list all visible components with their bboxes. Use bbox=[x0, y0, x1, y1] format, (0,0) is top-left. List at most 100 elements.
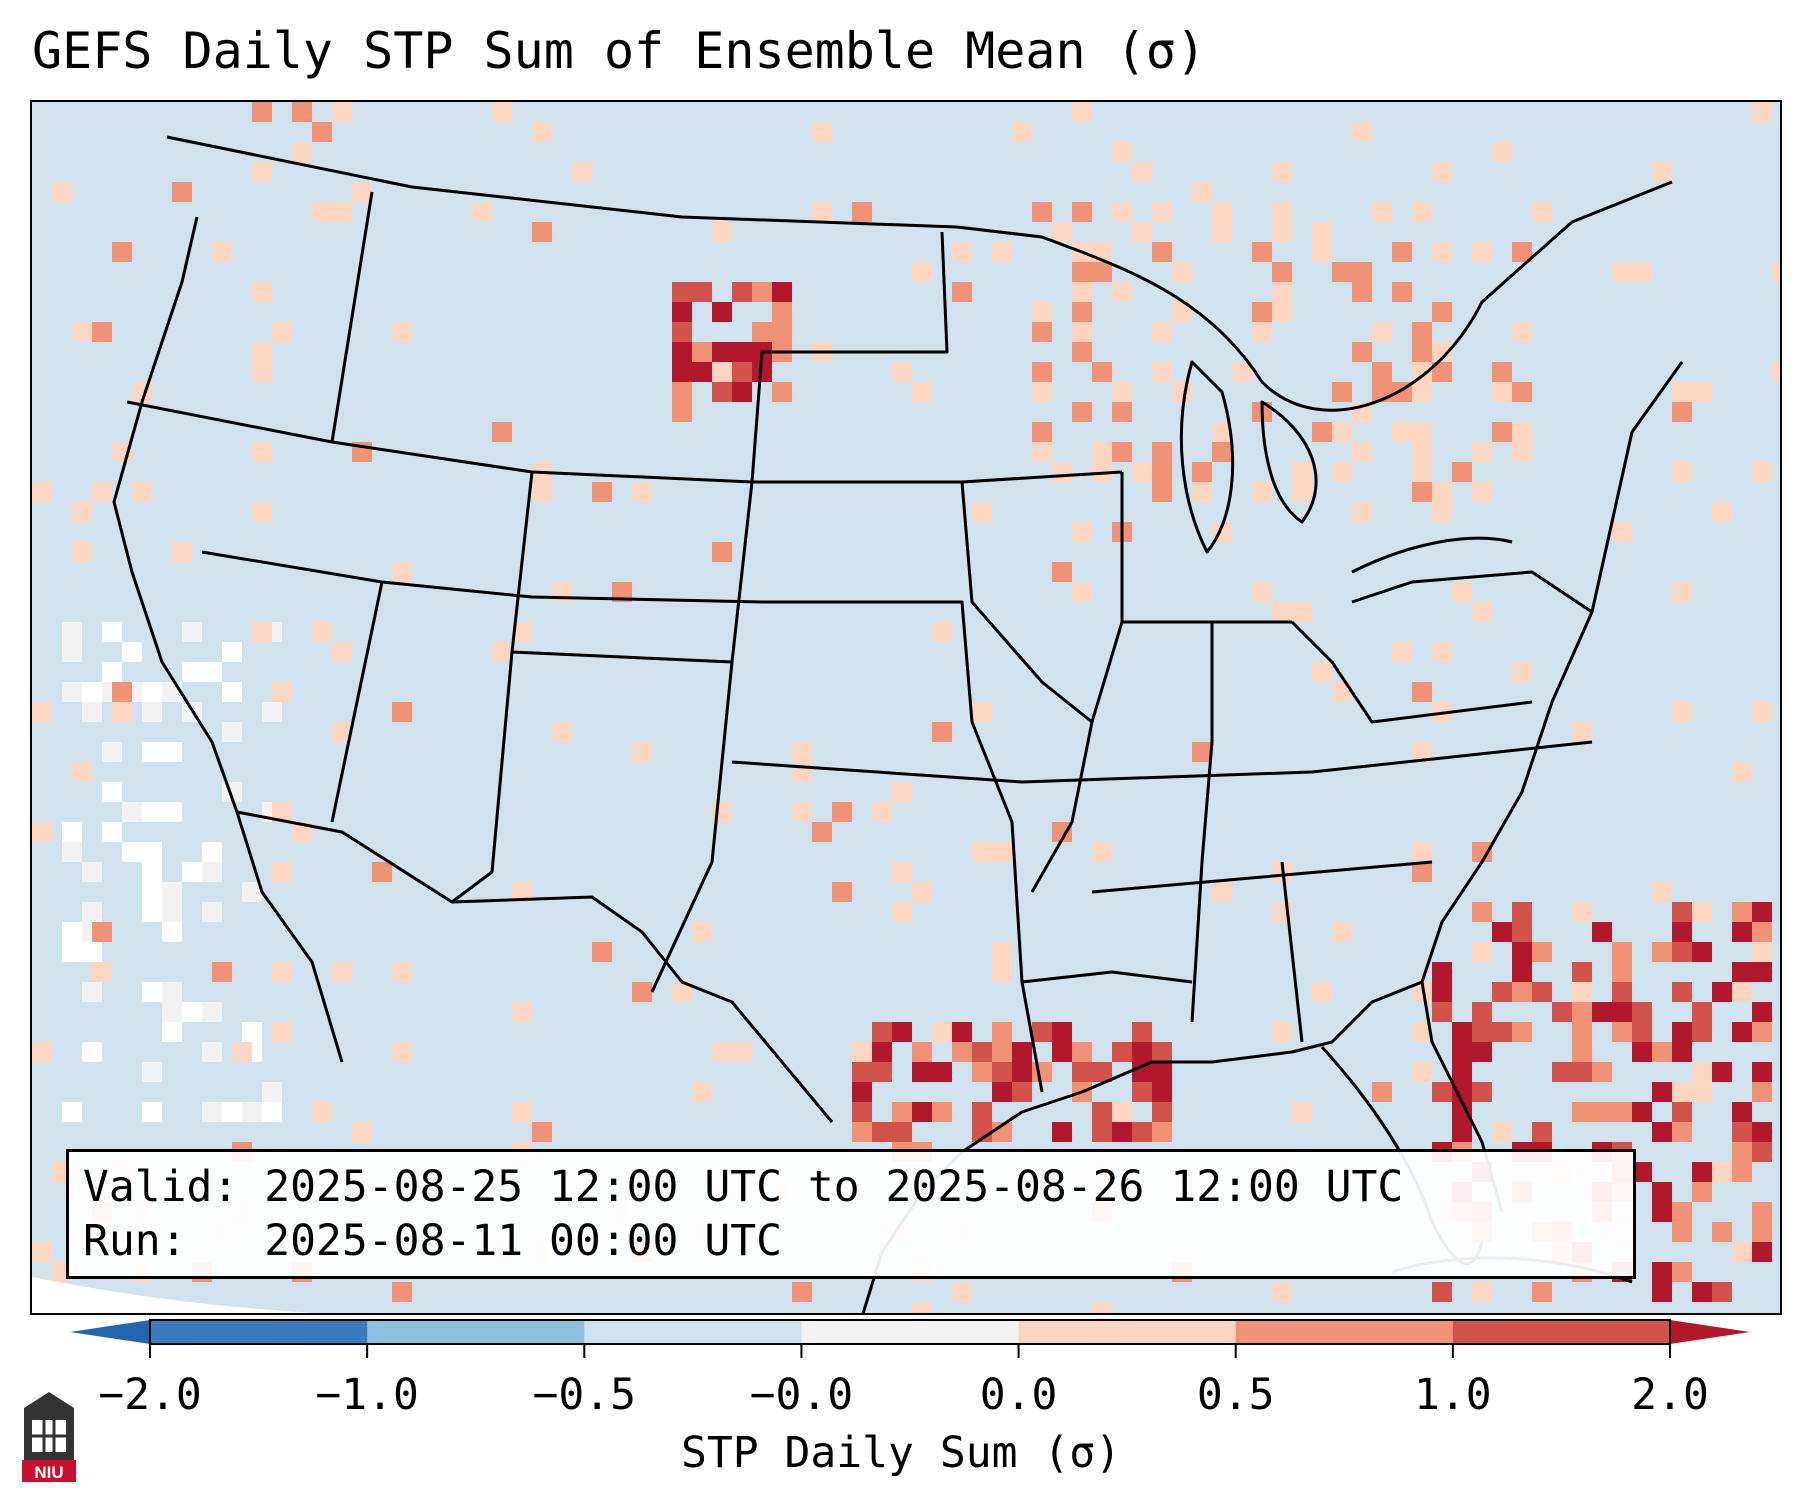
stp-cell bbox=[1612, 982, 1632, 1002]
stp-cell bbox=[1152, 1062, 1172, 1082]
stp-cell bbox=[62, 622, 82, 642]
stp-cell bbox=[852, 1102, 872, 1122]
stp-cell bbox=[692, 362, 712, 382]
stp-cell bbox=[1412, 1022, 1432, 1042]
stp-cell bbox=[1412, 1062, 1432, 1082]
colorbar-segment bbox=[367, 1320, 585, 1344]
stp-cell bbox=[92, 322, 112, 342]
stp-cell bbox=[732, 342, 752, 362]
stp-cell bbox=[1112, 1042, 1132, 1062]
stp-cell bbox=[1772, 262, 1780, 282]
stp-cell bbox=[1672, 902, 1692, 922]
stp-cell bbox=[972, 1102, 992, 1122]
stp-cell bbox=[1572, 1062, 1592, 1082]
stp-cell bbox=[392, 1282, 412, 1302]
stp-cell bbox=[1512, 902, 1532, 922]
stp-cell bbox=[1512, 922, 1532, 942]
stp-cell bbox=[1112, 282, 1132, 302]
stp-cell bbox=[912, 1302, 932, 1313]
stp-cell bbox=[852, 202, 872, 222]
stp-cell bbox=[82, 982, 102, 1002]
stp-cell bbox=[102, 782, 122, 802]
stp-cell bbox=[1652, 1122, 1672, 1142]
stp-cell bbox=[1432, 482, 1452, 502]
stp-cell bbox=[1472, 1042, 1492, 1062]
stp-cell bbox=[712, 302, 732, 322]
stp-cell bbox=[1752, 1022, 1772, 1042]
stp-cell bbox=[1412, 202, 1432, 222]
stp-cell bbox=[1312, 422, 1332, 442]
stp-cell bbox=[1692, 382, 1712, 402]
stp-cell bbox=[732, 282, 752, 302]
stp-cell bbox=[1352, 282, 1372, 302]
stp-cell bbox=[1432, 342, 1452, 362]
stp-cell bbox=[1512, 382, 1532, 402]
stp-cell bbox=[1692, 902, 1712, 922]
stp-cell bbox=[1492, 362, 1512, 382]
stp-cell bbox=[332, 722, 352, 742]
stp-cell bbox=[1192, 742, 1212, 762]
stp-cell bbox=[1712, 1282, 1732, 1302]
stp-cell bbox=[1032, 362, 1052, 382]
stp-cell bbox=[112, 682, 132, 702]
stp-cell bbox=[222, 1102, 242, 1122]
stp-cell bbox=[1452, 1042, 1472, 1062]
stp-cell bbox=[572, 162, 592, 182]
stp-cell bbox=[852, 1062, 872, 1082]
stp-cell bbox=[112, 702, 132, 722]
stp-cell bbox=[262, 702, 282, 722]
stp-cell bbox=[892, 362, 912, 382]
stp-cell bbox=[592, 942, 612, 962]
stp-cell bbox=[1452, 1102, 1472, 1122]
stp-cell bbox=[272, 682, 292, 702]
stp-cell bbox=[1612, 522, 1632, 542]
stp-cell bbox=[892, 1022, 912, 1042]
stp-cell bbox=[1432, 962, 1452, 982]
stp-cell bbox=[892, 1122, 912, 1142]
stp-cell bbox=[1172, 262, 1192, 282]
stp-cell bbox=[1072, 402, 1092, 422]
stp-cell bbox=[1472, 442, 1492, 462]
stp-cell bbox=[1672, 1262, 1692, 1282]
stp-cell bbox=[1272, 282, 1292, 302]
stp-cell bbox=[1492, 982, 1512, 1002]
stp-cell bbox=[1312, 242, 1332, 262]
stp-cell bbox=[1252, 322, 1272, 342]
stp-cell bbox=[1592, 1102, 1612, 1122]
run-time: 2025-08-11 00:00 UTC bbox=[264, 1216, 782, 1266]
stp-cell bbox=[1472, 1282, 1492, 1302]
stp-cell bbox=[1672, 1102, 1692, 1122]
stp-cell bbox=[1052, 822, 1072, 842]
stp-cell bbox=[1752, 942, 1772, 962]
stp-cell bbox=[1252, 302, 1272, 322]
stp-cell bbox=[1392, 282, 1412, 302]
stp-cell bbox=[62, 682, 82, 702]
stp-cell bbox=[1672, 1042, 1692, 1062]
stp-cell bbox=[1092, 262, 1112, 282]
stp-cell bbox=[1472, 1082, 1492, 1102]
stp-cell bbox=[92, 482, 112, 502]
stp-cell bbox=[1612, 1102, 1632, 1122]
stp-cell bbox=[1032, 1062, 1052, 1082]
stp-cell bbox=[1592, 1002, 1612, 1022]
stp-cell bbox=[92, 962, 112, 982]
stp-cell bbox=[1672, 922, 1692, 942]
stp-cell bbox=[1372, 362, 1392, 382]
stp-cell bbox=[672, 342, 692, 362]
stp-cell bbox=[1632, 1022, 1652, 1042]
stp-cell bbox=[252, 162, 272, 182]
stp-cell bbox=[72, 502, 92, 522]
colorbar-extend-min bbox=[70, 1320, 150, 1344]
stp-cell bbox=[1572, 1022, 1592, 1042]
stp-cell bbox=[1672, 702, 1692, 722]
stp-cell bbox=[1452, 1122, 1472, 1142]
stp-cell bbox=[852, 1042, 872, 1062]
stp-cell bbox=[912, 1042, 932, 1062]
stp-cell bbox=[1132, 222, 1152, 242]
stp-cell bbox=[272, 802, 292, 822]
stp-cell bbox=[1472, 942, 1492, 962]
stp-cell bbox=[532, 222, 552, 242]
stp-cell bbox=[1532, 982, 1552, 1002]
stp-cell bbox=[1512, 1022, 1532, 1042]
stp-cell bbox=[1652, 1282, 1672, 1302]
